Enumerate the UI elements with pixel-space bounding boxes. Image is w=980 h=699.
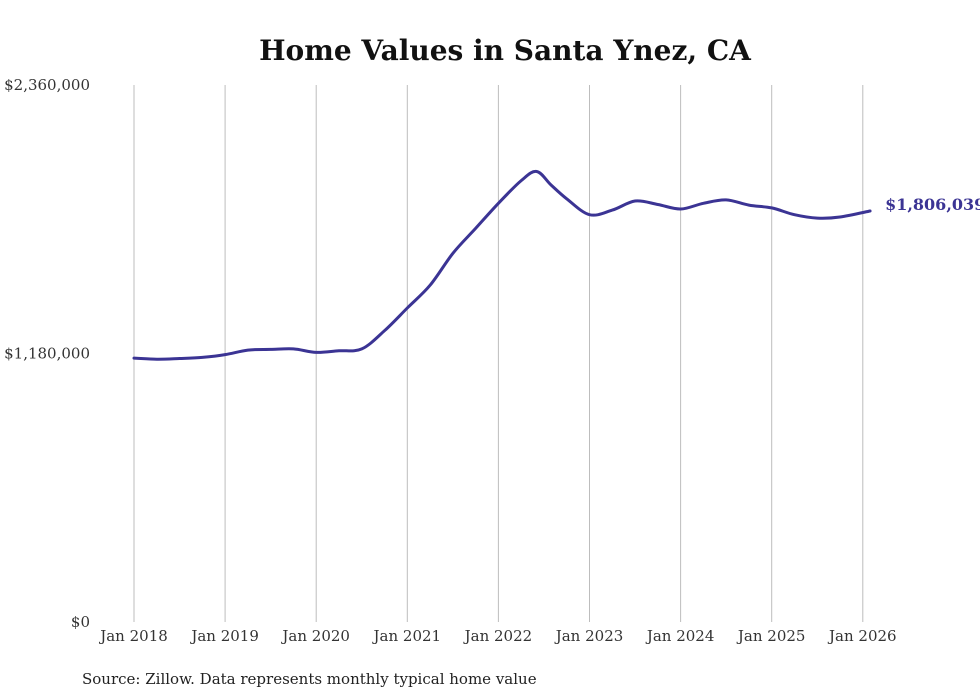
chart-title: Home Values in Santa Ynez, CA xyxy=(259,34,752,67)
y-tick-label: $2,360,000 xyxy=(4,76,90,94)
x-tick-label: Jan 2018 xyxy=(98,627,168,645)
x-tick-label: Jan 2019 xyxy=(189,627,259,645)
grid-lines xyxy=(133,85,864,622)
x-tick-label: Jan 2022 xyxy=(463,627,533,645)
y-tick-label: $1,180,000 xyxy=(4,345,90,363)
series-line-home-value xyxy=(132,169,872,361)
y-axis-ticks: $0 $1,180,000 $2,360,000 xyxy=(4,76,90,631)
x-tick-label: Jan 2023 xyxy=(554,627,624,645)
source-note: Source: Zillow. Data represents monthly … xyxy=(82,670,537,688)
x-tick-label: Jan 2021 xyxy=(372,627,442,645)
x-axis-ticks: Jan 2018 Jan 2019 Jan 2020 Jan 2021 Jan 2022… xyxy=(98,627,896,645)
x-tick-label: Jan 2026 xyxy=(827,627,897,645)
end-value-label: $1,806,039 xyxy=(885,195,980,214)
y-tick-label: $0 xyxy=(71,613,90,631)
x-tick-label: Jan 2020 xyxy=(280,627,350,645)
x-tick-label: Jan 2024 xyxy=(645,627,715,645)
x-tick-label: Jan 2025 xyxy=(736,627,806,645)
